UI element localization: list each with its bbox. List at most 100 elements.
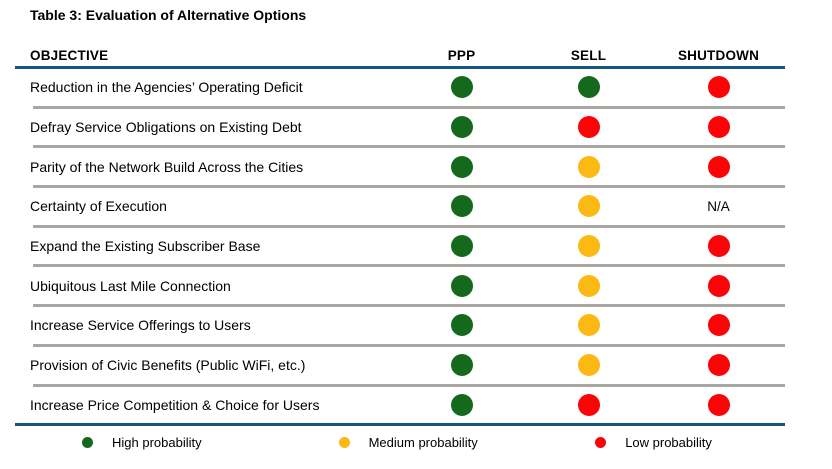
objective-label: Provision of Civic Benefits (Public WiFi… — [30, 357, 306, 374]
ppp-rating-cell — [398, 228, 525, 265]
yellow-rating-dot-icon — [577, 354, 600, 377]
row-divider — [33, 185, 785, 189]
red-rating-dot-icon — [707, 314, 730, 337]
table-row: Provision of Civic Benefits (Public WiFi… — [15, 347, 785, 384]
yellow-rating-dot-icon — [577, 195, 600, 218]
shutdown-rating-cell — [652, 387, 785, 424]
legend-item-high: High probability — [15, 435, 272, 450]
legend-item-medium: Medium probability — [272, 435, 529, 450]
table-row: Increase Price Competition & Choice for … — [15, 387, 785, 424]
green-rating-dot-icon — [450, 76, 473, 99]
table-row: Increase Service Offerings to Users — [15, 307, 785, 344]
sell-rating-cell — [525, 387, 652, 424]
column-header-objective: OBJECTIVE — [30, 48, 109, 63]
ppp-rating-cell — [398, 69, 525, 106]
evaluation-table: OBJECTIVE PPP SELL SHUTDOWN Reduction in… — [15, 44, 785, 450]
red-rating-dot-icon — [707, 393, 730, 416]
objective-label: Increase Service Offerings to Users — [30, 317, 251, 334]
table-body: Reduction in the Agencies’ Operating Def… — [15, 69, 785, 423]
header-divider — [15, 66, 785, 69]
objective-label: Ubiquitous Last Mile Connection — [30, 277, 231, 294]
yellow-rating-dot-icon — [577, 155, 600, 178]
ppp-rating-cell — [398, 267, 525, 304]
green-rating-dot-icon — [450, 314, 473, 337]
row-divider — [33, 105, 785, 109]
objective-label: Reduction in the Agencies’ Operating Def… — [30, 79, 303, 96]
shutdown-rating-cell — [652, 307, 785, 344]
high-probability-dot-icon — [82, 437, 93, 449]
sell-rating-cell — [525, 148, 652, 185]
green-rating-dot-icon — [450, 235, 473, 258]
green-rating-dot-icon — [450, 195, 473, 218]
table-header-row: OBJECTIVE PPP SELL SHUTDOWN — [15, 44, 785, 66]
table-row: Reduction in the Agencies’ Operating Def… — [15, 69, 785, 106]
red-rating-dot-icon — [577, 393, 600, 416]
legend-label: Low probability — [625, 435, 712, 451]
shutdown-rating-cell — [652, 267, 785, 304]
low-probability-dot-icon — [595, 437, 607, 449]
ppp-rating-cell — [398, 109, 525, 146]
green-rating-dot-icon — [450, 354, 473, 377]
column-header-ppp: PPP — [447, 48, 476, 63]
sell-rating-cell — [525, 347, 652, 384]
shutdown-rating-cell — [652, 228, 785, 265]
red-rating-dot-icon — [707, 354, 730, 377]
shutdown-rating-cell — [652, 347, 785, 384]
row-divider — [33, 304, 785, 308]
green-rating-dot-icon — [450, 274, 473, 297]
green-rating-dot-icon — [450, 155, 473, 178]
table-row: Parity of the Network Build Across the C… — [15, 148, 785, 185]
table-row: Ubiquitous Last Mile Connection — [15, 267, 785, 304]
column-header-sell: SELL — [570, 48, 607, 63]
red-rating-dot-icon — [707, 274, 730, 297]
green-rating-dot-icon — [450, 393, 473, 416]
objective-label: Increase Price Competition & Choice for … — [30, 396, 320, 413]
sell-rating-cell — [525, 267, 652, 304]
yellow-rating-dot-icon — [577, 274, 600, 297]
row-divider — [33, 343, 785, 347]
red-rating-dot-icon — [707, 116, 730, 139]
yellow-rating-dot-icon — [577, 235, 600, 258]
ppp-rating-cell — [398, 347, 525, 384]
green-rating-dot-icon — [577, 76, 600, 99]
red-rating-dot-icon — [707, 235, 730, 258]
table-row: Expand the Existing Subscriber Base — [15, 228, 785, 265]
red-rating-dot-icon — [577, 116, 600, 139]
legend-item-low: Low probability — [528, 435, 785, 450]
row-divider — [33, 145, 785, 149]
legend: High probability Medium probability Low … — [15, 426, 785, 450]
medium-probability-dot-icon — [338, 437, 350, 449]
row-divider — [33, 383, 785, 387]
sell-rating-cell — [525, 307, 652, 344]
row-divider — [33, 264, 785, 268]
shutdown-rating-cell — [652, 109, 785, 146]
table-bottom-divider — [15, 423, 785, 427]
red-rating-dot-icon — [707, 76, 730, 99]
legend-label: High probability — [112, 435, 202, 451]
objective-label: Parity of the Network Build Across the C… — [30, 158, 304, 175]
red-rating-dot-icon — [707, 155, 730, 178]
table-title: Table 3: Evaluation of Alternative Optio… — [30, 7, 307, 23]
column-header-shutdown: SHUTDOWN — [677, 48, 760, 63]
objective-label: Defray Service Obligations on Existing D… — [30, 119, 302, 136]
shutdown-rating-cell: N/A — [652, 188, 785, 225]
ppp-rating-cell — [398, 188, 525, 225]
table-row: Defray Service Obligations on Existing D… — [15, 109, 785, 146]
row-divider — [33, 224, 785, 228]
sell-rating-cell — [525, 228, 652, 265]
sell-rating-cell — [525, 69, 652, 106]
table-row: Certainty of Execution N/A — [15, 188, 785, 225]
legend-label: Medium probability — [368, 435, 478, 451]
objective-label: Expand the Existing Subscriber Base — [30, 238, 261, 255]
ppp-rating-cell — [398, 307, 525, 344]
ppp-rating-cell — [398, 387, 525, 424]
shutdown-rating-cell — [652, 148, 785, 185]
ppp-rating-cell — [398, 148, 525, 185]
green-rating-dot-icon — [450, 116, 473, 139]
sell-rating-cell — [525, 188, 652, 225]
yellow-rating-dot-icon — [577, 314, 600, 337]
sell-rating-cell — [525, 109, 652, 146]
objective-label: Certainty of Execution — [30, 198, 167, 215]
shutdown-rating-cell — [652, 69, 785, 106]
